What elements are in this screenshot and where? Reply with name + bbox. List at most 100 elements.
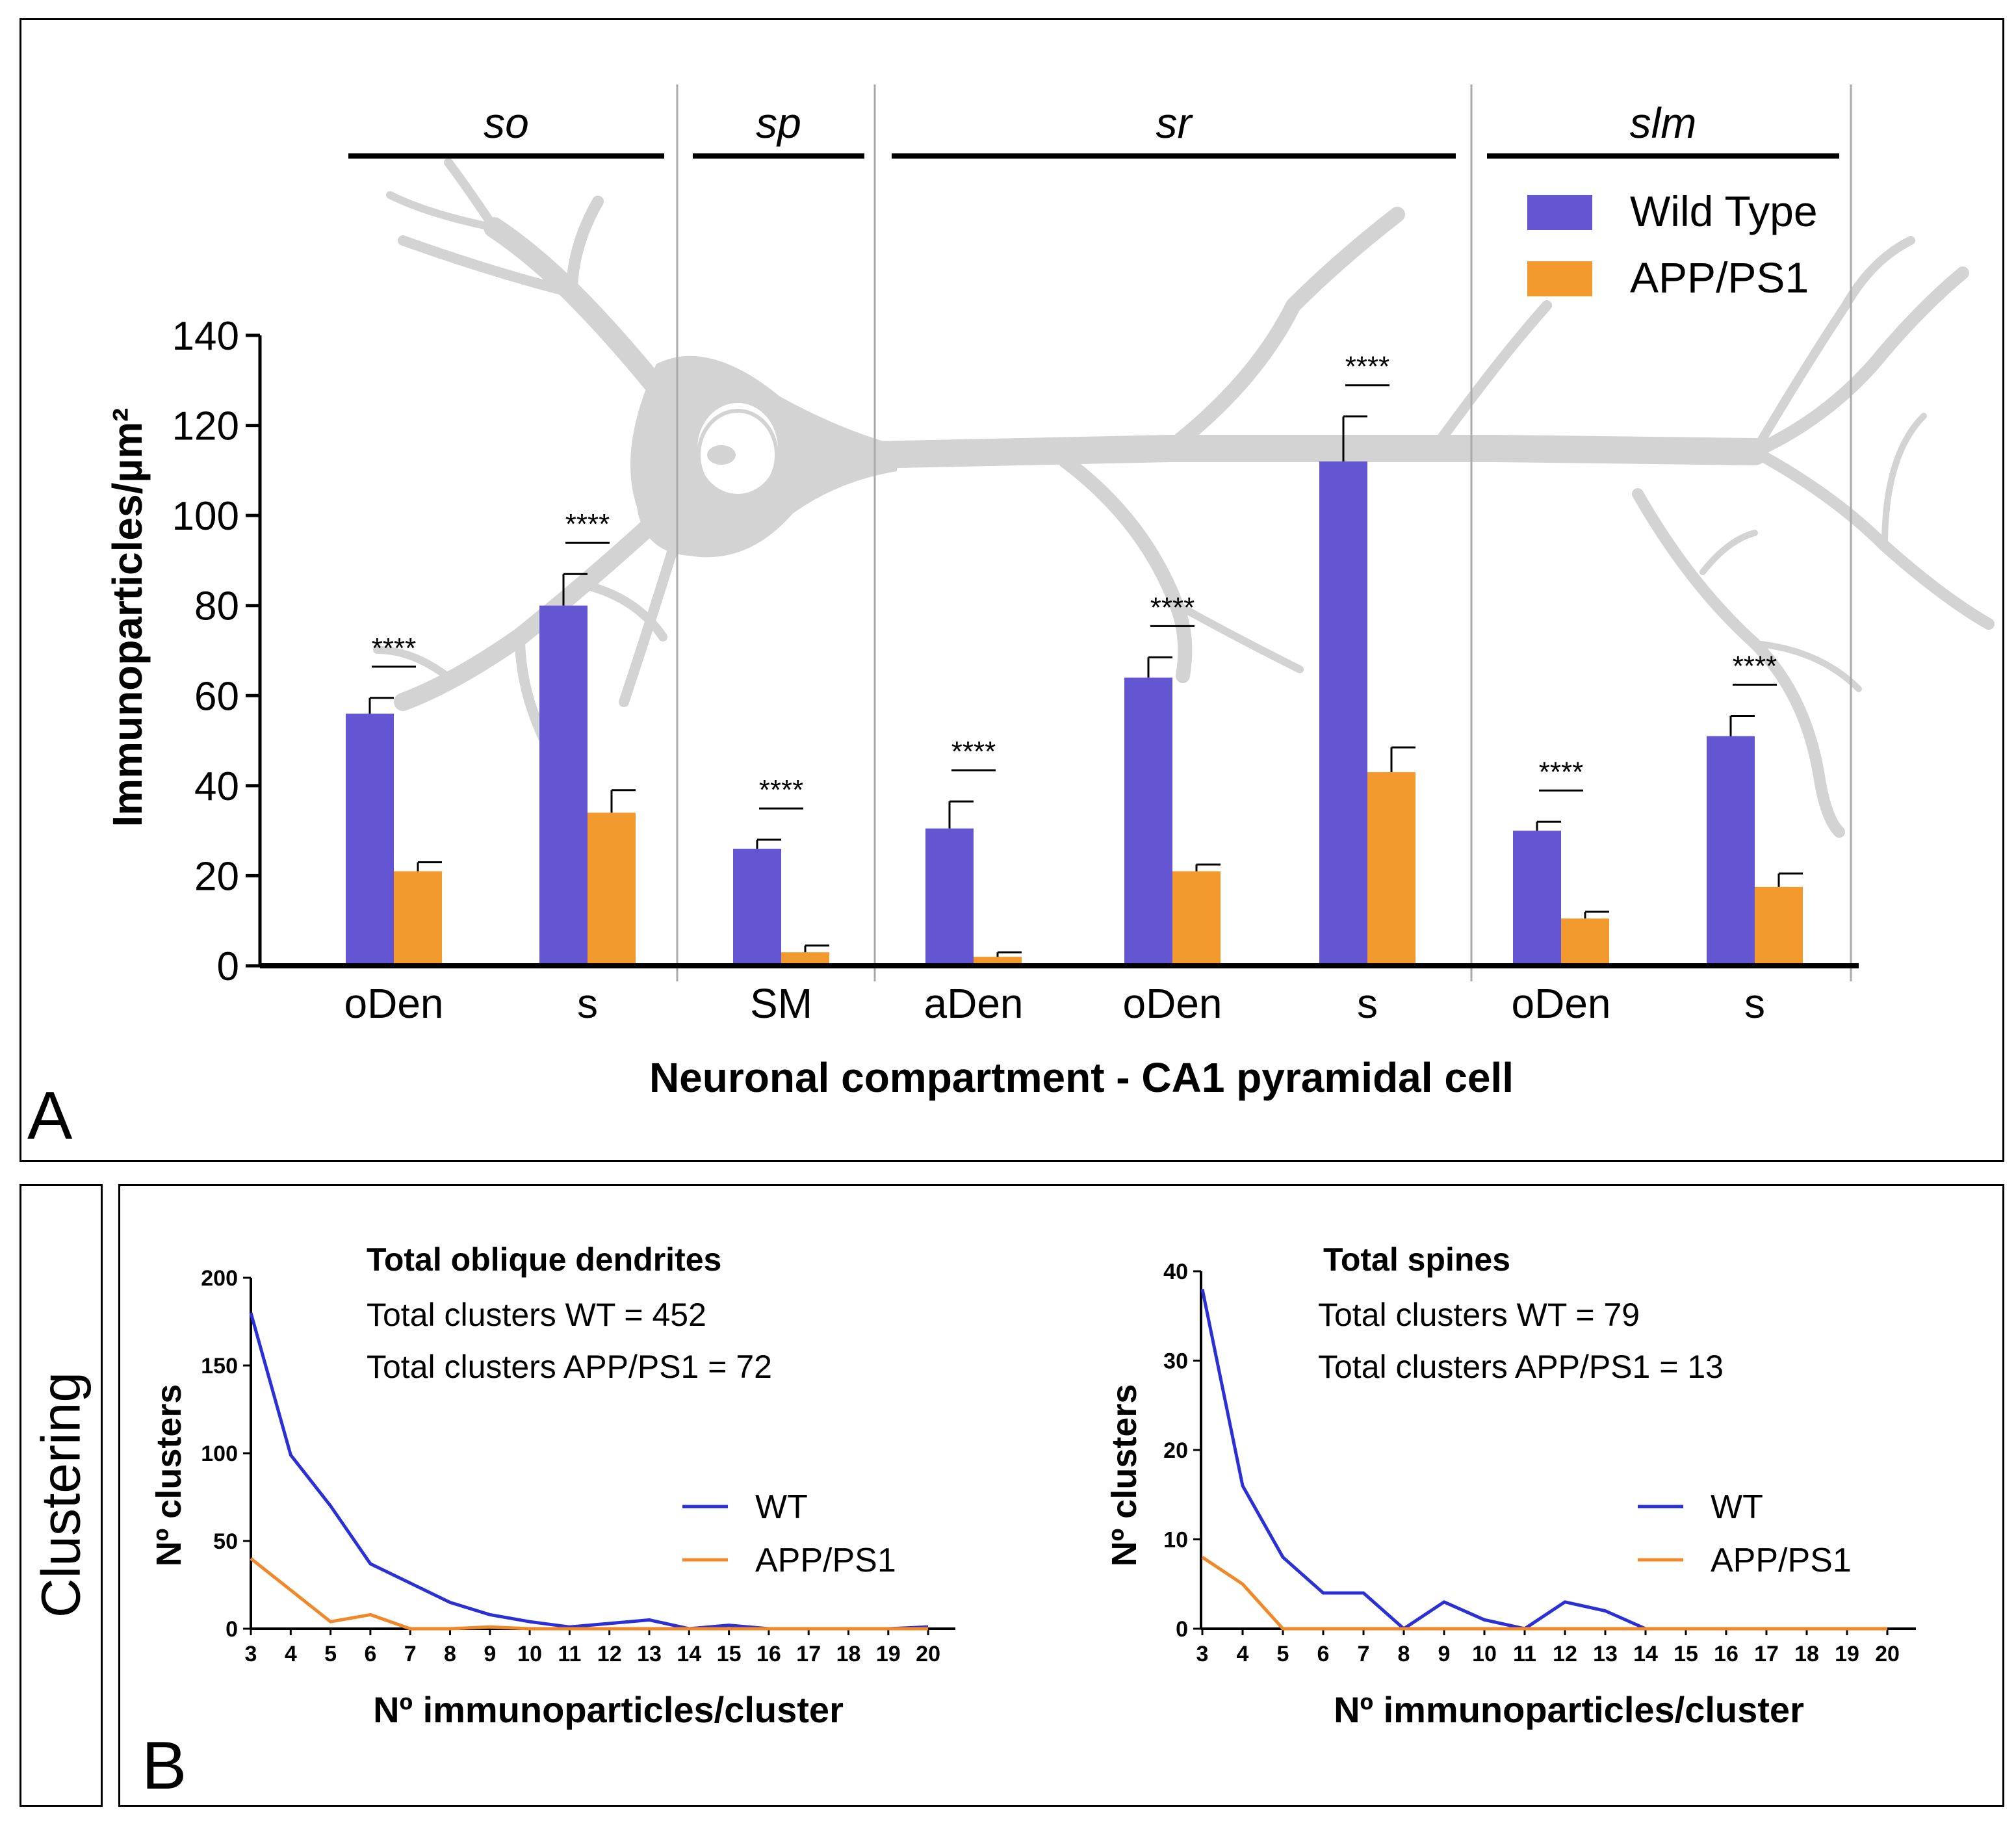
- x-tick-label: 6: [1317, 1642, 1330, 1666]
- bar-wt-6: [1513, 831, 1561, 966]
- layer-dividers: [676, 84, 1852, 981]
- significance-label: ****: [1345, 351, 1390, 383]
- x-tick-label: oDen: [1512, 980, 1611, 1027]
- y-tick-label: 50: [213, 1529, 238, 1554]
- y-tick-label: 20: [194, 854, 239, 899]
- line-chart-1-x-title: Nº immunoparticles/cluster: [373, 1689, 844, 1730]
- x-tick-label: 16: [1714, 1642, 1738, 1666]
- legend-label-1: APP/PS1: [755, 1542, 896, 1579]
- x-tick-label: s: [1357, 980, 1378, 1027]
- x-tick-label: 3: [1196, 1642, 1209, 1666]
- bar-app-2: [781, 952, 829, 966]
- line-chart-1-y-title: Nº clusters: [149, 1384, 188, 1567]
- y-tick-label: 140: [172, 314, 239, 359]
- line-chart-2-annotation-wt: Total clusters WT = 79: [1318, 1297, 1640, 1333]
- series-line-app: [250, 1557, 929, 1631]
- y-tick-label: 20: [1163, 1438, 1188, 1463]
- x-tick-label: 4: [1237, 1642, 1249, 1666]
- line-chart-1-title: Total oblique dendrites: [367, 1241, 721, 1278]
- x-tick-label: 10: [1472, 1642, 1497, 1666]
- x-tick-label: 14: [677, 1642, 701, 1666]
- x-tick-label: 15: [717, 1642, 742, 1666]
- y-tick-label: 200: [201, 1266, 238, 1291]
- bar-wt-3: [925, 828, 974, 966]
- x-tick-label: 11: [1513, 1642, 1536, 1666]
- bar-app-6: [1561, 918, 1609, 966]
- y-tick-label: 30: [1163, 1349, 1188, 1374]
- bar-wt-7: [1707, 736, 1755, 966]
- bar-wt-0: [346, 714, 394, 966]
- x-tick-label: 4: [285, 1642, 297, 1666]
- significance-label: ****: [759, 774, 804, 806]
- x-tick-label: 17: [796, 1642, 821, 1666]
- bar-chart-x-axis: oDen s SM aDen oDen s oDen s: [260, 963, 1859, 1027]
- y-tick-label: 0: [226, 1617, 238, 1642]
- y-tick-label: 60: [194, 674, 239, 719]
- panel-b-letter: B: [142, 1728, 187, 1804]
- significance-label: ****: [951, 736, 996, 768]
- bar-wt-2: [733, 848, 781, 966]
- line-chart-1-annotation-wt: Total clusters WT = 452: [367, 1297, 706, 1333]
- legend-label-0: Wild Type: [1630, 187, 1818, 235]
- bar-wt-5: [1319, 461, 1367, 966]
- bar-chart-bars: **** **** **** **** **** **** **** ****: [346, 351, 1803, 966]
- y-tick-label: 80: [194, 584, 239, 629]
- x-tick-label: 18: [1794, 1642, 1819, 1666]
- x-tick-label: 16: [756, 1642, 781, 1666]
- significance-label: ****: [372, 632, 417, 664]
- bar-app-4: [1172, 871, 1221, 966]
- x-tick-label: 12: [597, 1642, 622, 1666]
- legend-label-0: WT: [1711, 1488, 1763, 1526]
- line-chart-2-x-title: Nº immunoparticles/cluster: [1334, 1689, 1804, 1730]
- bar-chart-y-axis: 0 20 40 60 80 100 120 140: [172, 314, 262, 989]
- y-tick-label: 40: [194, 764, 239, 809]
- x-tick-label: 8: [444, 1642, 456, 1666]
- legend-label-1: APP/PS1: [1630, 253, 1809, 302]
- y-tick-label: 100: [172, 494, 239, 539]
- bar-wt-4: [1124, 677, 1172, 966]
- panel-b-side-box: [19, 1184, 103, 1807]
- significance-label: ****: [1150, 591, 1195, 623]
- x-tick-label: oDen: [344, 980, 444, 1027]
- x-tick-label: 18: [836, 1642, 861, 1666]
- x-tick-label: 9: [1438, 1642, 1451, 1666]
- bar-app-0: [394, 871, 442, 966]
- bar-app-1: [588, 812, 636, 966]
- bar-app-5: [1367, 772, 1415, 966]
- y-tick-label: 0: [1176, 1617, 1188, 1642]
- significance-label: ****: [1733, 650, 1777, 682]
- x-tick-label: 15: [1674, 1642, 1698, 1666]
- panel-a-frame: [19, 18, 2004, 1162]
- line-chart-2-annotation-app: Total clusters APP/PS1 = 13: [1318, 1349, 1724, 1385]
- y-tick-label: 100: [201, 1442, 238, 1466]
- y-tick-label: 150: [201, 1354, 238, 1378]
- x-tick-label: 7: [404, 1642, 417, 1666]
- bar-chart-y-title: Immunoparticles/µm²: [104, 408, 151, 827]
- x-tick-label: 12: [1553, 1642, 1577, 1666]
- layer-label-sp: sp: [756, 99, 801, 147]
- x-tick-label: 13: [1593, 1642, 1618, 1666]
- bar-wt-1: [539, 605, 588, 966]
- x-tick-label: aDen: [924, 980, 1024, 1027]
- line-chart-2-title: Total spines: [1323, 1241, 1510, 1278]
- x-tick-label: 13: [637, 1642, 662, 1666]
- x-tick-label: s: [577, 980, 598, 1027]
- legend-label-0: WT: [755, 1488, 808, 1526]
- panel-b-frame: [118, 1184, 2004, 1807]
- bar-chart-x-title: Neuronal compartment - CA1 pyramidal cel…: [649, 1054, 1514, 1101]
- x-tick-label: 19: [1835, 1642, 1859, 1666]
- x-tick-label: 10: [517, 1642, 542, 1666]
- x-tick-label: 6: [364, 1642, 376, 1666]
- significance-label: ****: [1539, 756, 1584, 788]
- y-tick-label: 10: [1163, 1528, 1188, 1553]
- y-tick-label: 40: [1163, 1260, 1188, 1284]
- x-tick-label: 14: [1633, 1642, 1658, 1666]
- panel-a-letter: A: [27, 1078, 73, 1154]
- layer-labels: so sp sr slm: [348, 99, 1839, 159]
- line-chart-oblique-dendrites: 0 50 100 150 200 3 4 5 6 7 8 9 10 11 12 13 14 15 16 17 18 19 2…: [201, 1266, 955, 1666]
- line-chart-2-y-title: Nº clusters: [1105, 1384, 1144, 1567]
- y-tick-label: 120: [172, 404, 239, 449]
- x-tick-label: 20: [1875, 1642, 1900, 1666]
- line-chart-spines: 0 10 20 30 40 3 4 5 6 7 8 9 10 11 12 13 14 15 16 17 18 19 20 WT…: [1163, 1260, 1916, 1666]
- x-tick-label: SM: [750, 980, 812, 1027]
